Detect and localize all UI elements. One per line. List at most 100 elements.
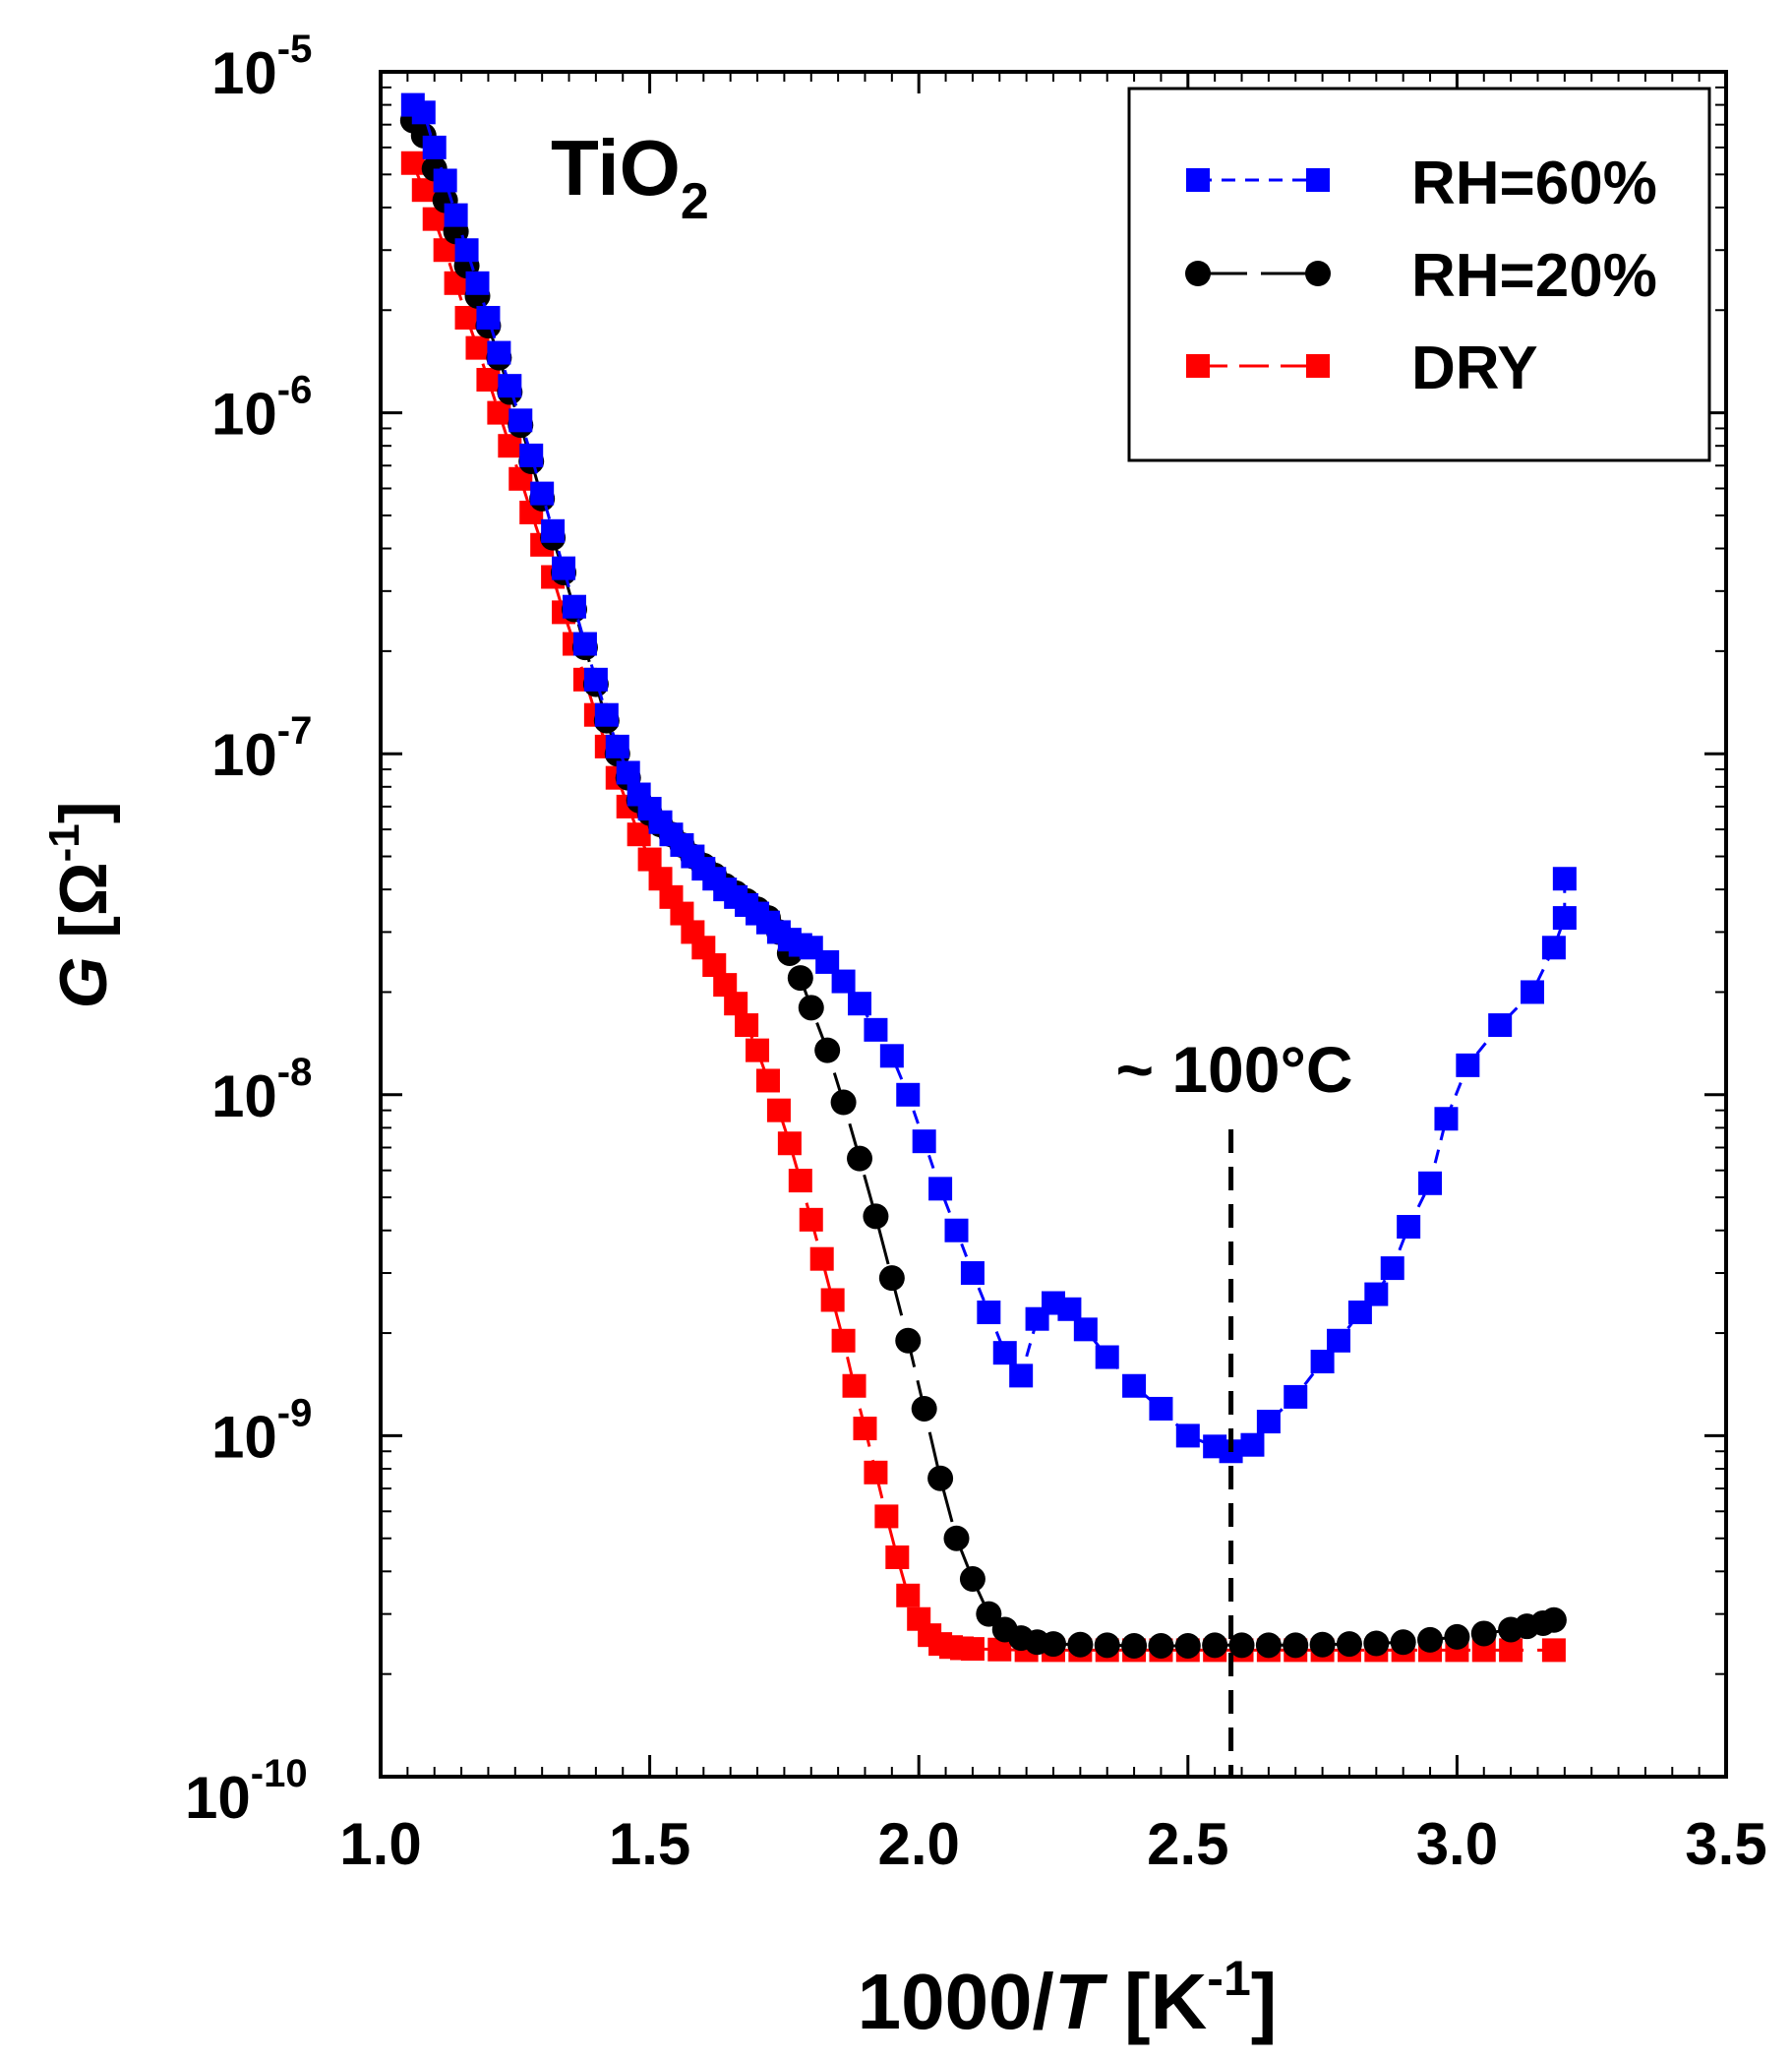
data-point xyxy=(444,203,468,227)
legend-entry-rh20: RH=20% xyxy=(1185,242,1657,310)
data-point xyxy=(1444,1623,1470,1650)
data-point xyxy=(541,518,566,543)
data-point xyxy=(848,992,872,1016)
y-tick-label: 10-10 xyxy=(185,1752,308,1831)
data-point xyxy=(1284,1384,1308,1409)
annotation-label: ~ 100°C xyxy=(1115,1033,1352,1106)
x-axis-label-unit: [K xyxy=(1103,1958,1208,2045)
data-point xyxy=(814,1037,841,1063)
y-tick-label: 10-6 xyxy=(211,369,312,448)
data-point xyxy=(583,667,608,692)
data-point xyxy=(755,1068,780,1093)
data-point xyxy=(977,1301,1001,1325)
data-point xyxy=(809,1246,834,1271)
data-point xyxy=(1240,1432,1265,1457)
data-point xyxy=(724,992,748,1016)
data-point xyxy=(1456,1053,1480,1077)
x-axis-label: 1000/T [K-1] xyxy=(858,1951,1278,2045)
y-tick-label: 10-7 xyxy=(211,709,312,788)
data-point xyxy=(874,1504,899,1529)
data-point xyxy=(1488,1013,1513,1038)
data-point xyxy=(530,481,555,506)
data-point xyxy=(1540,1606,1567,1633)
data-point xyxy=(1521,980,1545,1004)
data-point xyxy=(1309,1631,1336,1658)
data-point xyxy=(798,995,824,1021)
data-point xyxy=(1418,1171,1443,1195)
data-point xyxy=(788,1169,812,1193)
legend-label-rh60: RH=60% xyxy=(1411,150,1657,217)
legend-entry-dry: DRY xyxy=(1186,334,1538,402)
data-point xyxy=(498,434,522,458)
data-point xyxy=(454,238,479,263)
x-tick-label: 2.0 xyxy=(877,1811,959,1877)
data-point xyxy=(1552,867,1577,891)
data-point xyxy=(777,1131,802,1156)
data-point xyxy=(1149,1396,1173,1421)
data-point xyxy=(433,168,457,193)
data-point xyxy=(627,822,651,847)
data-point xyxy=(1256,1410,1281,1434)
data-point xyxy=(572,632,597,656)
data-point xyxy=(1255,1632,1282,1659)
data-point xyxy=(1067,1631,1094,1658)
y-axis-label: G [Ω-1] xyxy=(40,802,121,1009)
data-point xyxy=(1041,1631,1066,1658)
data-point xyxy=(1057,1297,1082,1321)
data-point xyxy=(1121,1632,1148,1659)
data-point xyxy=(400,151,425,175)
chart-title-main: TiO xyxy=(551,124,681,212)
data-point xyxy=(944,1218,969,1242)
data-point xyxy=(1174,1632,1201,1659)
data-point xyxy=(1390,1629,1416,1656)
data-point xyxy=(498,374,522,398)
data-point xyxy=(885,1545,910,1569)
data-point xyxy=(454,305,479,330)
data-point xyxy=(1417,1626,1444,1653)
data-point xyxy=(864,1017,888,1042)
x-axis-label-var: T xyxy=(1054,1958,1108,2045)
data-point xyxy=(562,594,586,619)
data-point xyxy=(1122,1373,1147,1398)
data-point xyxy=(960,1261,985,1286)
data-point xyxy=(1363,1630,1390,1657)
data-point xyxy=(959,1566,986,1593)
data-point xyxy=(766,1098,791,1122)
x-tick-label: 3.5 xyxy=(1685,1811,1766,1877)
y-axis-label-unit: [Ω xyxy=(46,862,121,956)
data-point xyxy=(605,734,629,758)
legend: RH=60% RH=20% DRY xyxy=(1127,87,1711,462)
data-point xyxy=(896,1082,921,1107)
data-point xyxy=(508,408,533,433)
data-point xyxy=(1283,1632,1309,1659)
data-point xyxy=(853,1417,877,1441)
data-point xyxy=(912,1129,936,1154)
data-point xyxy=(1202,1632,1228,1659)
x-axis-label-close: ] xyxy=(1251,1958,1278,2045)
data-point xyxy=(1552,906,1577,931)
series-rh-60- xyxy=(400,92,1577,1464)
legend-label-rh20: RH=20% xyxy=(1411,242,1657,310)
x-axis-label-main: 1000/ xyxy=(858,1958,1054,2045)
data-point xyxy=(992,1341,1017,1365)
y-tick-label: 10-9 xyxy=(211,1391,312,1470)
data-point xyxy=(1434,1107,1459,1131)
data-point xyxy=(735,1013,759,1038)
data-point xyxy=(746,1038,770,1062)
y-axis-label-close: ] xyxy=(46,802,121,824)
y-axis-label-var: G xyxy=(46,956,121,1008)
chart-title: TiO2 xyxy=(551,124,709,230)
axis-ticks: 1.0 1.5 2.0 2.5 3.0 3.5 10-10 10-9 10-8 10-7 10-6 1… xyxy=(185,28,1767,1877)
data-point xyxy=(487,340,511,365)
data-point xyxy=(476,305,501,330)
data-point xyxy=(960,1637,985,1662)
data-point xyxy=(896,1583,921,1607)
data-point xyxy=(928,1177,953,1201)
data-point xyxy=(879,1044,904,1068)
data-point xyxy=(702,953,727,978)
data-point xyxy=(594,702,619,727)
data-point xyxy=(820,1288,845,1312)
legend-marker-rh60 xyxy=(1186,168,1210,192)
legend-marker-dry-end xyxy=(1306,354,1330,378)
y-axis-label-sup: -1 xyxy=(40,823,89,862)
